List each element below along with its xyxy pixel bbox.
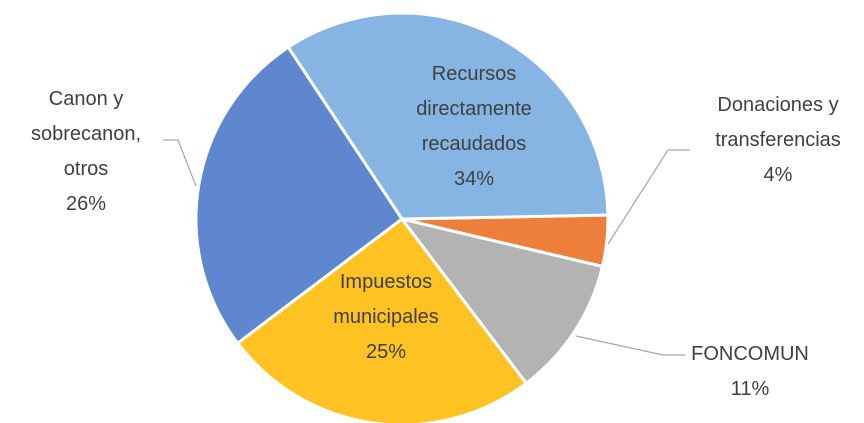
leader-line	[163, 139, 197, 187]
data-label: Recursos directamente recaudados 34%	[384, 57, 564, 197]
data-label: Impuestos municipales 25%	[306, 265, 466, 370]
data-label: FONCOMUN 11%	[650, 337, 850, 407]
category-label: Canon y sobrecanon, otros	[30, 88, 142, 180]
category-label: Recursos directamente recaudados	[416, 63, 532, 155]
category-label: FONCOMUN	[691, 343, 809, 365]
leader-line	[607, 149, 690, 245]
data-label: Canon y sobrecanon, otros 26%	[24, 82, 149, 222]
percent-label: 25%	[365, 341, 407, 363]
percent-label: 11%	[730, 378, 770, 400]
leader-line	[575, 335, 685, 356]
pie-slice	[194, 45, 405, 346]
data-label: Donaciones y transferencias 4%	[693, 88, 863, 193]
percent-label: 4%	[763, 164, 793, 186]
pie-slice	[286, 11, 610, 221]
category-label: Donaciones y transferencias	[715, 94, 841, 151]
pie-slice	[235, 216, 529, 423]
category-label: Impuestos municipales	[333, 271, 439, 328]
percent-label: 26%	[65, 193, 107, 215]
percent-label: 34%	[453, 168, 495, 190]
pie-slice	[398, 216, 605, 386]
